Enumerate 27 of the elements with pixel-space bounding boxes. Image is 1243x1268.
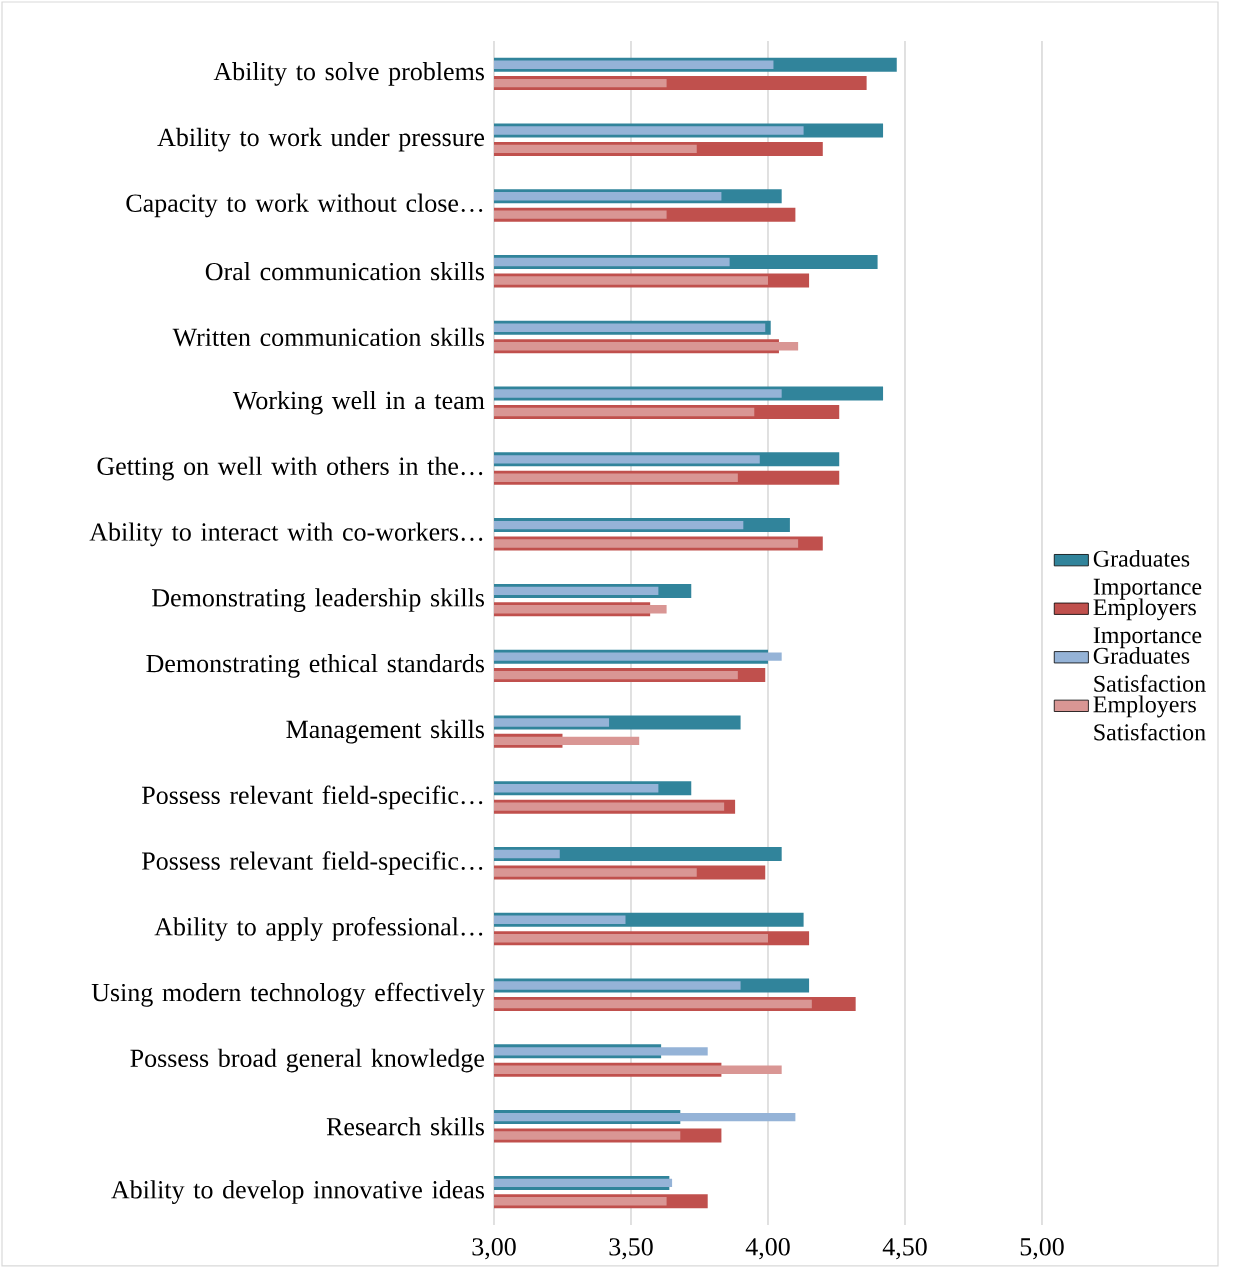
legend-label: Employers Satisfaction [1093,695,1206,741]
legend-label: Graduates Satisfaction [1093,646,1206,692]
legend-label: Employers Importance [1093,598,1202,649]
y-tick-label: Written communication skills [172,327,485,347]
x-tick-label: 4,50 [882,1238,927,1260]
y-tick-label: Research skills [326,1117,485,1136]
y-tick-label: Ability to work under pressure [157,127,485,152]
y-tick-label: Getting on well with others in the… [97,456,483,481]
x-tick-label: 4,00 [745,1238,790,1260]
y-tick-label: Ability to solve problems [213,62,485,86]
y-tick-label: Oral communication skills [205,262,485,281]
y-tick-label: Possess broad general knowledge [130,1048,485,1073]
y-tick-label: Capacity to work without close… [126,193,483,218]
y-tick-label: Demonstrating leadership skills [152,588,485,612]
y-tick-label: Possess relevant field-specific… [142,785,483,810]
x-tick-label: 3,50 [609,1238,653,1260]
y-tick-label: Demonstrating ethical standards [146,654,485,678]
y-tick-label: Ability to develop innovative ideas [111,1180,485,1204]
y-tick-label: Management skills [286,719,485,744]
legend-label: Graduates Importance [1093,549,1202,600]
x-tick-label: 3,00 [472,1238,516,1260]
y-tick-label: Ability to apply professional… [154,917,483,941]
y-tick-label: Ability to interact with co-workers… [89,522,483,547]
x-tick-label: 5,00 [1020,1238,1064,1260]
y-tick-label: Working well in a team [232,390,485,415]
y-tick-label: Possess relevant field-specific… [142,851,483,876]
y-tick-label: Using modern technology effectively [91,982,485,1007]
